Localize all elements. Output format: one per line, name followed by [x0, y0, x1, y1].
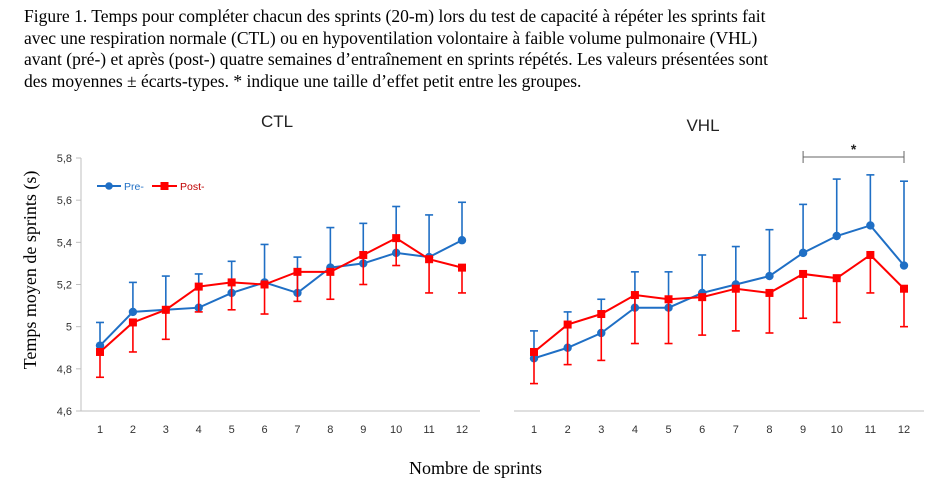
data-point-post — [359, 250, 368, 259]
data-point-post — [630, 291, 639, 300]
series-line-post — [99, 236, 463, 353]
data-point-pre — [765, 271, 774, 281]
x-tick-label: 11 — [865, 424, 876, 436]
data-point-post — [326, 267, 335, 276]
legend-marker-pre — [105, 182, 113, 190]
x-tick-label: 7 — [294, 424, 300, 436]
x-tick-label: 2 — [130, 424, 136, 436]
data-point-pre — [798, 248, 808, 258]
data-point-post — [293, 267, 302, 276]
data-point-pre — [95, 341, 105, 350]
data-point-post — [597, 310, 606, 319]
data-point-post — [227, 278, 236, 287]
x-tick-label: 6 — [261, 424, 267, 436]
x-tick-label: 4 — [632, 424, 638, 436]
data-point-post — [161, 305, 170, 314]
y-tick-label: 5,6 — [57, 195, 72, 207]
data-point-post — [563, 320, 572, 329]
data-point-post — [698, 293, 707, 302]
x-tick-label: 3 — [163, 424, 169, 436]
caption-line-4: des moyennes ± écarts-types. * indique u… — [24, 70, 582, 91]
series-line-post — [533, 253, 905, 353]
x-tick-label: 9 — [360, 424, 366, 436]
x-tick-label: 10 — [831, 424, 843, 436]
series-line-pre — [533, 224, 905, 360]
data-point-pre — [128, 307, 138, 317]
x-tick-label: 1 — [97, 424, 103, 436]
y-tick-label: 5,4 — [57, 237, 72, 249]
data-point-post — [96, 347, 104, 356]
x-tick-label: 5 — [229, 424, 235, 436]
x-tick-label: 8 — [766, 424, 772, 436]
figure-caption: Figure 1. Temps pour compléter chacun de… — [24, 6, 942, 92]
x-tick-label: 5 — [665, 424, 671, 436]
data-point-post — [194, 282, 203, 291]
y-tick-label: 5,8 — [57, 153, 72, 165]
x-tick-label: 10 — [390, 424, 402, 436]
data-point-pre — [899, 261, 909, 270]
data-point-post — [425, 255, 434, 264]
chart-title-ctl: CTL — [261, 112, 293, 131]
y-tick-label: 4,8 — [57, 364, 72, 376]
x-tick-label: 3 — [598, 424, 604, 436]
x-axis-label: Nombre de sprints — [409, 458, 542, 478]
caption-line-1: Figure 1. Temps pour compléter chacun de… — [24, 6, 766, 26]
x-tick-label: 2 — [565, 424, 571, 436]
chart-title-vhl: VHL — [686, 116, 719, 135]
x-tick-label: 4 — [196, 424, 202, 436]
data-point-post — [260, 280, 269, 289]
x-tick-label: 9 — [800, 424, 806, 436]
data-point-post — [530, 347, 538, 356]
x-tick-label: 6 — [699, 424, 705, 436]
data-point-pre — [866, 221, 875, 230]
data-point-post — [392, 234, 401, 243]
data-point-post — [664, 295, 673, 304]
x-tick-label: 8 — [327, 424, 333, 436]
y-tick-label: 5 — [66, 322, 72, 334]
data-point-post — [458, 263, 466, 272]
legend-marker-post — [160, 182, 169, 190]
data-point-post — [832, 274, 841, 283]
y-tick-label: 5,2 — [57, 280, 72, 292]
y-tick-label: 4,6 — [57, 406, 72, 418]
caption-line-3: avant (pré-) et après (post-) quatre sem… — [24, 49, 768, 69]
caption-line-2: avec une respiration normale (CTL) ou en… — [24, 27, 758, 48]
annotation-star: * — [851, 141, 857, 157]
x-tick-label: 12 — [898, 424, 910, 436]
data-point-post — [900, 284, 908, 293]
data-point-post — [765, 288, 774, 297]
data-point-post — [128, 318, 137, 327]
data-point-pre — [832, 231, 841, 241]
data-point-post — [799, 269, 808, 278]
x-tick-label: 11 — [423, 424, 434, 436]
x-tick-label: 1 — [531, 424, 537, 436]
legend-label-pre: Pre- — [124, 181, 144, 193]
x-tick-label: 12 — [456, 424, 468, 436]
y-axis-label: Temps moyen de sprints (s) — [20, 171, 41, 370]
data-point-pre — [457, 236, 467, 245]
x-tick-label: 7 — [733, 424, 739, 436]
data-point-post — [731, 284, 740, 293]
legend-label-post: Post- — [180, 181, 205, 193]
series-line-pre — [99, 239, 463, 347]
data-point-post — [866, 250, 875, 259]
